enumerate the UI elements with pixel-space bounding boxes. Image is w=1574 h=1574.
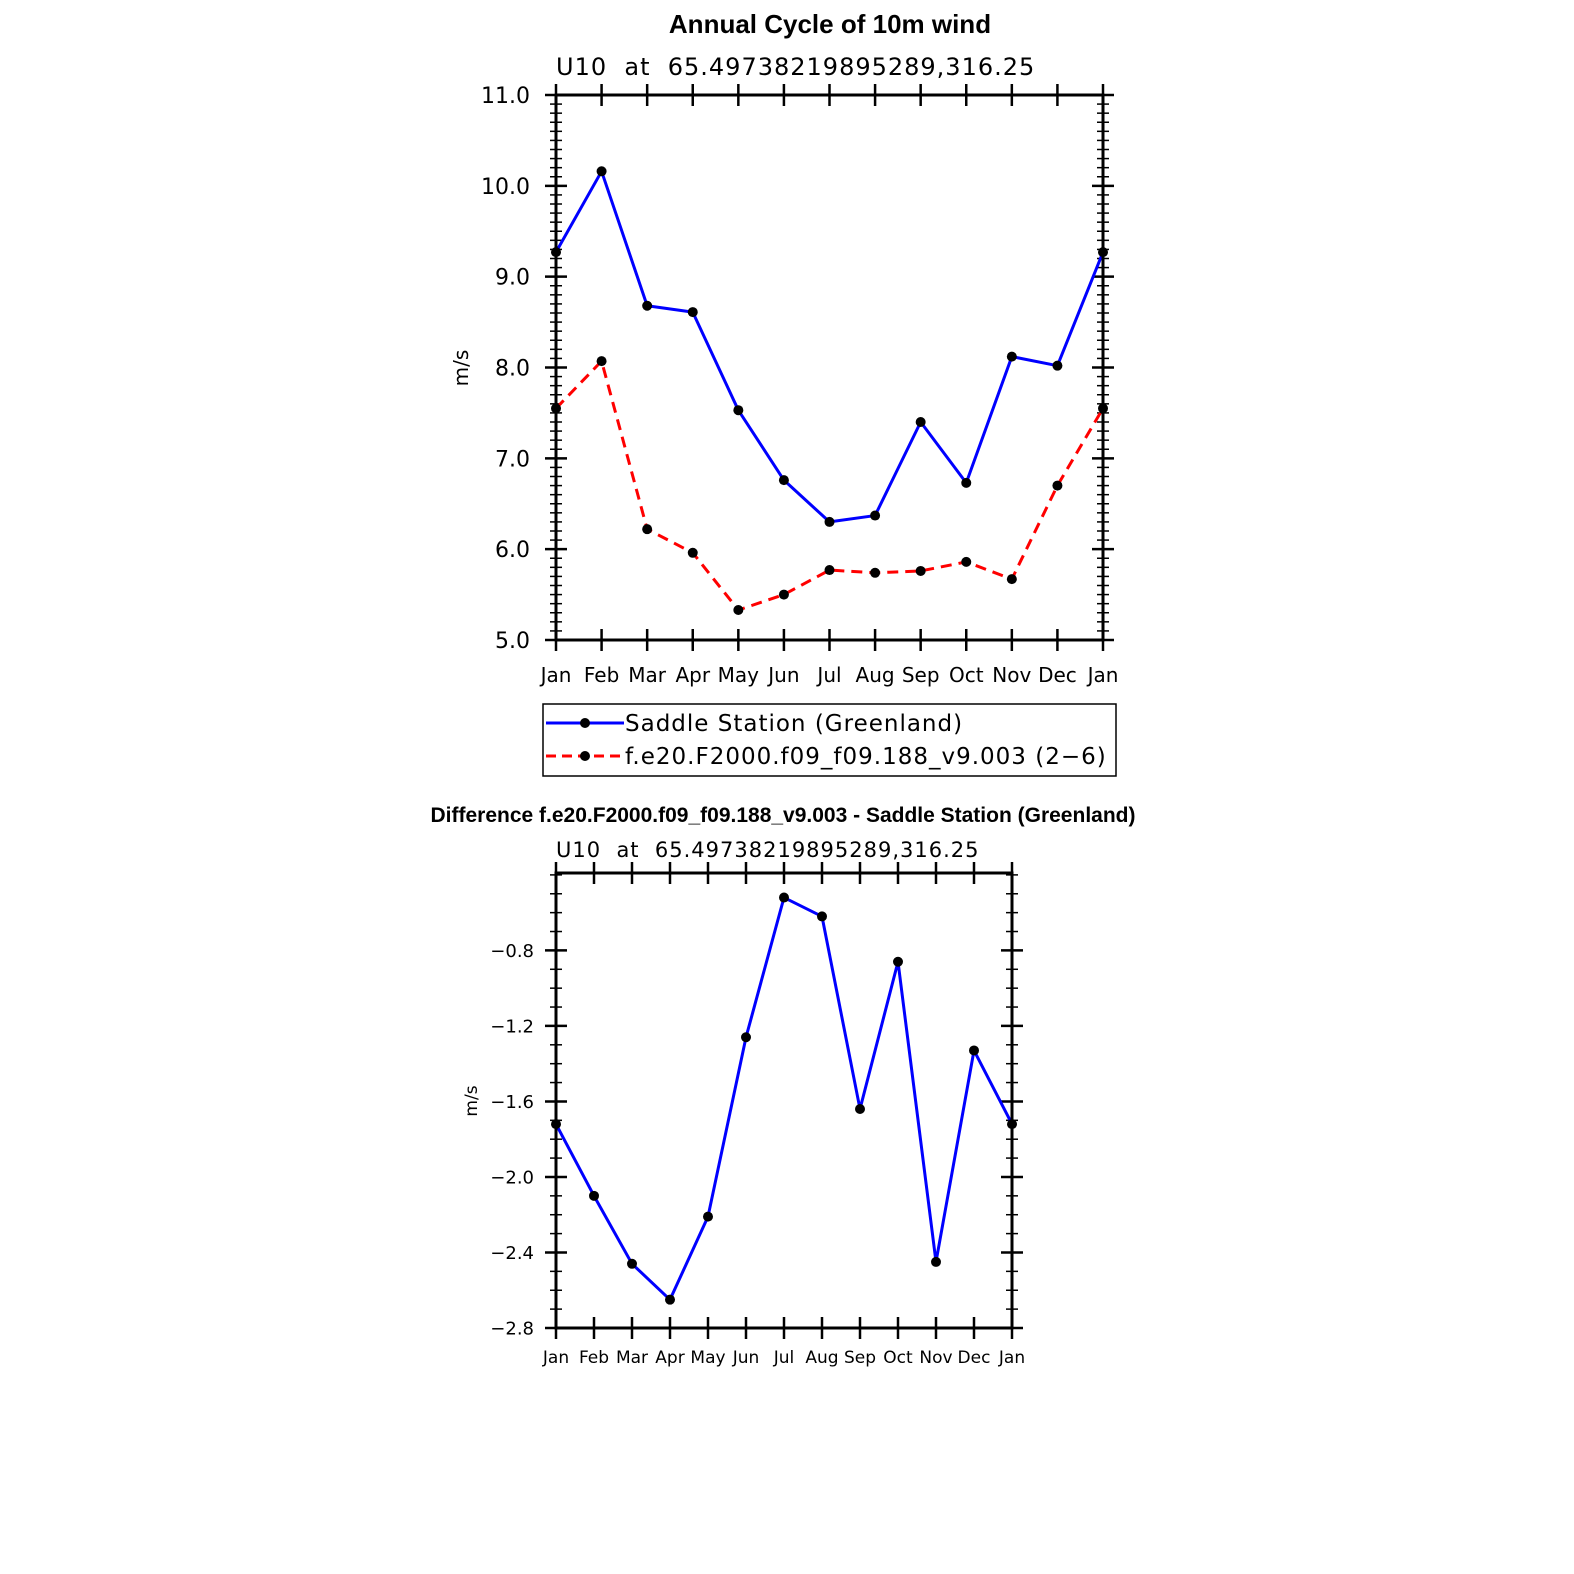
data-point [824, 565, 835, 576]
x-tick-label: Jun [766, 663, 799, 687]
x-tick-label: Jun [732, 1348, 760, 1368]
difference-chart: Difference f.e20.F2000.f09_f09.188_v9.00… [431, 804, 1136, 1368]
x-tick-label: May [718, 663, 760, 687]
plot-frame [554, 871, 1014, 1330]
x-tick-label: Jul [815, 663, 841, 687]
x-tick-labels: Jan Feb Mar Apr May Jun Jul Aug Sep Oct Nov Dec Jan [539, 663, 1119, 687]
data-point [627, 1258, 637, 1269]
x-tick-label: Jan [539, 663, 572, 687]
y-tick-labels: 5.0 6.0 7.0 8.0 9.0 10.0 11.0 [481, 84, 530, 654]
legend-marker-model [580, 751, 590, 761]
y-axis-label: m/s [449, 350, 473, 387]
data-point [817, 911, 827, 922]
x-tick-label: May [690, 1348, 725, 1368]
series-line-0 [554, 896, 1014, 1302]
legend: Saddle Station (Greenland) f.e20.F2000.f… [542, 703, 1117, 777]
data-point [870, 567, 881, 578]
x-tick-label: Dec [1038, 663, 1077, 687]
y-tick-label: −1.6 [490, 1092, 534, 1113]
y-axis-label: m/s [462, 1085, 482, 1116]
data-point [589, 1190, 599, 1201]
data-point [915, 417, 926, 427]
series-line-0 [554, 169, 1105, 524]
legend-label-model: f.e20.F2000.f09_f09.188_v9.003 (2−6) [625, 744, 1107, 770]
data-point [855, 1103, 865, 1114]
data-point [642, 300, 653, 311]
x-tick-label: Apr [655, 1348, 684, 1368]
data-point [1006, 351, 1017, 362]
data-point [741, 1032, 751, 1043]
data-point [596, 356, 607, 367]
x-tick-label: Oct [949, 663, 984, 687]
data-point [703, 1211, 713, 1222]
y-tick-label: 5.0 [495, 629, 530, 654]
y-tick-labels: −2.8 −2.4 −2.0 −1.6 −1.2 −0.8 [490, 941, 534, 1340]
y-tick-label: −2.4 [490, 1243, 534, 1264]
x-tick-label: Mar [616, 1348, 648, 1368]
chart-subtitle: U10 at 65.49738219895289,316.25 [556, 53, 1035, 81]
data-point [961, 556, 972, 567]
data-point [915, 565, 926, 576]
y-tick-label: 9.0 [495, 266, 530, 291]
data-point [642, 524, 653, 535]
data-point [687, 307, 698, 318]
data-point [824, 516, 835, 527]
data-point [778, 589, 789, 600]
x-tick-label: Dec [958, 1348, 991, 1368]
x-tick-label: Oct [883, 1348, 913, 1368]
y-tick-label: 11.0 [481, 84, 530, 109]
data-point [596, 166, 607, 177]
x-tick-label: Aug [856, 663, 895, 687]
data-point [779, 892, 789, 903]
x-tick-label: Jul [773, 1348, 795, 1368]
y-tick-label: −2.0 [490, 1167, 534, 1188]
x-tick-label: Nov [919, 1348, 952, 1368]
data-point [870, 510, 881, 521]
legend-marker-saddle [580, 718, 590, 728]
data-point [778, 475, 789, 486]
x-tick-labels: Jan Feb Mar Apr May Jun Jul Aug Sep Oct Nov Dec Jan [542, 1348, 1025, 1368]
x-tick-label: Jan [542, 1348, 569, 1368]
y-tick-label: 6.0 [495, 538, 530, 563]
annual-cycle-chart: Annual Cycle of 10m wind U10 at 65.49738… [449, 9, 1119, 777]
data-point [893, 956, 903, 967]
x-tick-label: Feb [579, 1348, 609, 1368]
data-point [1006, 574, 1017, 585]
x-tick-label: Nov [992, 663, 1031, 687]
data-point [687, 547, 698, 558]
x-tick-label: Jan [998, 1348, 1025, 1368]
legend-box [542, 703, 1117, 777]
x-tick-label: Aug [805, 1348, 838, 1368]
axes-ticks [545, 862, 1023, 1339]
chart-subtitle: U10 at 65.49738219895289,316.25 [556, 838, 980, 862]
series-group [551, 166, 1108, 616]
y-tick-label: −1.2 [490, 1016, 534, 1037]
data-point [1052, 360, 1063, 371]
legend-label-saddle: Saddle Station (Greenland) [625, 711, 963, 737]
data-point [733, 605, 744, 616]
data-point [733, 405, 744, 416]
plot-frame [554, 93, 1105, 642]
series-group [551, 892, 1017, 1305]
chart-title: Annual Cycle of 10m wind [669, 9, 991, 39]
data-point [931, 1256, 941, 1267]
y-tick-label: −2.8 [490, 1318, 534, 1339]
x-tick-label: Sep [902, 663, 940, 687]
y-tick-label: 7.0 [495, 447, 530, 472]
data-point [1052, 480, 1063, 491]
data-point [961, 477, 972, 488]
x-tick-label: Feb [584, 663, 619, 687]
chart-title: Difference f.e20.F2000.f09_f09.188_v9.00… [431, 804, 1136, 827]
y-tick-label: 8.0 [495, 356, 530, 381]
x-tick-label: Sep [844, 1348, 876, 1368]
x-tick-label: Jan [1086, 663, 1119, 687]
y-tick-label: 10.0 [481, 175, 530, 200]
y-tick-label: −0.8 [490, 941, 534, 962]
data-point [665, 1294, 675, 1305]
x-tick-label: Apr [675, 663, 710, 687]
data-point [969, 1045, 979, 1056]
x-tick-label: Mar [628, 663, 667, 687]
